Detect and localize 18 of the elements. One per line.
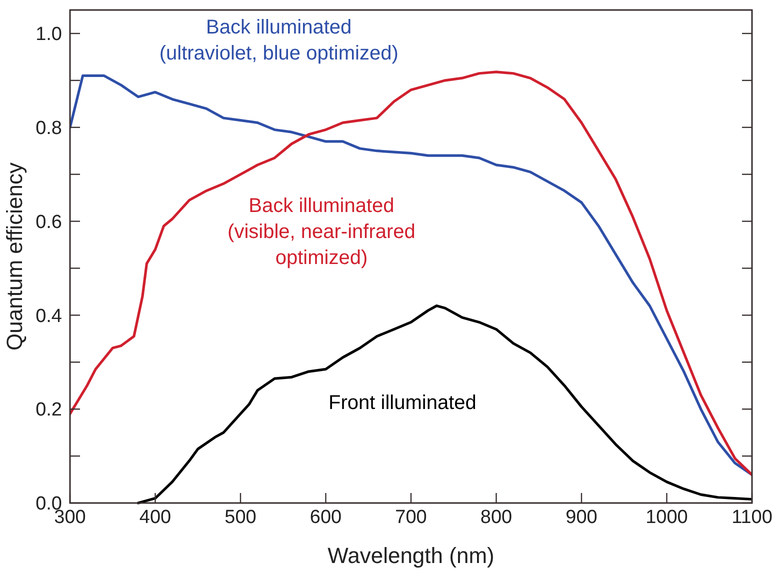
series-label: Back illuminated (visible, near-infrared optimized) <box>228 194 416 269</box>
y-tick-label: 0.8 <box>36 118 62 140</box>
x-axis-title: Wavelength (nm) <box>328 543 494 568</box>
series-label: Front illuminated <box>328 392 476 414</box>
y-tick-label: 0.4 <box>36 306 62 327</box>
series-label: Back illuminated (ultraviolet, blue optimized) <box>159 16 398 64</box>
y-axis-title: Quantum efficiency <box>2 162 27 350</box>
x-tick-label: 1000 <box>646 507 688 528</box>
x-tick-label: 600 <box>310 507 342 528</box>
x-tick-label: 500 <box>224 507 256 528</box>
x-tick-label: 400 <box>139 507 172 528</box>
y-tick-label: 0.2 <box>36 400 62 421</box>
y-tick-label: 0.6 <box>36 212 62 233</box>
x-tick-label: 1100 <box>732 507 772 528</box>
y-tick-label: 1.0 <box>36 24 62 46</box>
x-tick-label: 700 <box>395 507 427 528</box>
x-tick-label: 800 <box>480 507 512 528</box>
x-tick-label: 900 <box>566 507 598 528</box>
